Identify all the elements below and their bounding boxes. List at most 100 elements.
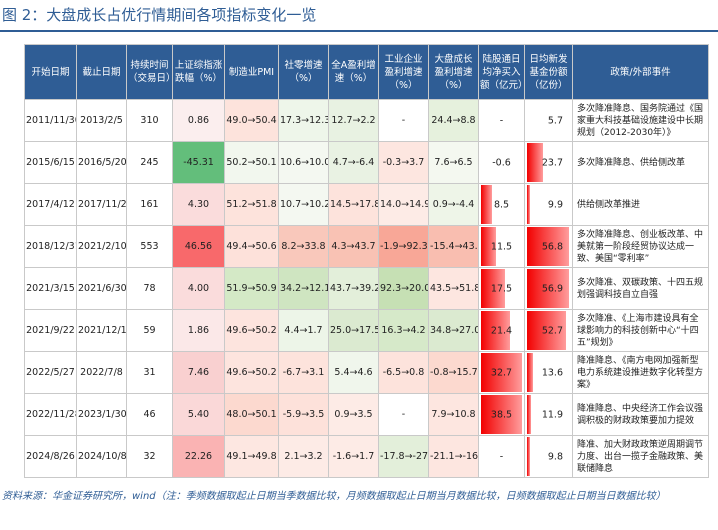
- ind-growth-cell: -: [378, 99, 429, 142]
- northbound-cell: -: [478, 99, 525, 142]
- retail-growth-cell: 17.3→12.3: [278, 99, 329, 142]
- end-date-cell: 2023/1/30: [76, 393, 127, 436]
- end-date-cell: 2021/2/10: [76, 225, 127, 268]
- alla-growth-cell: 43.7→39.2: [328, 267, 379, 310]
- header-days: 持续时间（交易日）: [126, 44, 176, 100]
- pmi-cell: 49.6→50.2: [224, 351, 279, 394]
- start-date-cell: 2024/8/26: [24, 435, 77, 478]
- sh-change-cell: 46.56: [172, 225, 225, 268]
- fund-cell: 5.7: [524, 99, 573, 142]
- pmi-cell: 48.0→50.1: [224, 393, 279, 436]
- ind-growth-cell: -6.5→0.8: [378, 351, 429, 394]
- ind-growth-cell: -0.3→3.7: [378, 141, 429, 184]
- retail-growth-cell: 2.1→3.2: [278, 435, 329, 478]
- ind-growth-cell: -17.8→-27.1: [378, 435, 429, 478]
- fund-cell: 9.9: [524, 183, 573, 226]
- start-date-cell: 2018/12/31: [24, 225, 77, 268]
- fund-cell: 23.7: [524, 141, 573, 184]
- events-cell: 多次降准、双碳政策、十四五规划强调科技自立自强: [572, 267, 709, 310]
- north-value: -0.6: [492, 157, 511, 168]
- fund-value: 9.9: [547, 199, 563, 210]
- large-growth-cell: 24.4→8.8: [428, 99, 479, 142]
- pmi-cell: 50.2→50.1: [224, 141, 279, 184]
- header-start: 开始日期: [24, 44, 77, 100]
- duration-cell: 245: [126, 141, 173, 184]
- table-row: 2017/4/122017/11/221614.3051.2→51.810.7→…: [24, 183, 709, 226]
- pmi-cell: 49.6→50.2: [224, 309, 279, 352]
- chart-title: 图 2：大盘成长占优行情期间各项指标变化一览: [2, 6, 317, 24]
- retail-growth-cell: 34.2→12.1: [278, 267, 329, 310]
- alla-growth-cell: 12.7→2.2: [328, 99, 379, 142]
- northbound-cell: 11.5: [478, 225, 525, 268]
- events-cell: 降准降息、中央经济工作会议强调积极的财政政策要加力提效: [572, 393, 709, 436]
- header-retail: 社零增速（%）: [278, 44, 329, 100]
- end-date-cell: 2021/12/13: [76, 309, 127, 352]
- header-ind: 工业企业盈利增速（%）: [378, 44, 429, 100]
- ind-growth-cell: 16.3→4.2: [378, 309, 429, 352]
- north-bar: [481, 227, 497, 266]
- start-date-cell: 2021/3/15: [24, 267, 77, 310]
- events-cell: 多次降准降息、供给侧改革: [572, 141, 709, 184]
- fund-value: 56.9: [541, 283, 563, 294]
- fund-bar: [527, 311, 566, 350]
- ind-growth-cell: 92.3→20.0: [378, 267, 429, 310]
- fund-bar: [527, 143, 543, 182]
- retail-growth-cell: 4.4→1.7: [278, 309, 329, 352]
- table-row: 2011/11/30 2013/2/5 310 0.86 49.0→50.4 17.3→1…: [24, 99, 709, 142]
- sh-change-cell: 7.46: [172, 351, 225, 394]
- northbound-cell: 21.4: [478, 309, 525, 352]
- retail-growth-cell: 8.2→33.8: [278, 225, 329, 268]
- start-date-cell: 2011/11/30: [24, 99, 77, 142]
- north-bar: [481, 395, 522, 434]
- pmi-cell: 49.0→50.4: [224, 99, 279, 142]
- northbound-cell: 8.5: [478, 183, 525, 226]
- table-row: 2021/9/222021/12/13591.8649.6→50.24.4→1.…: [24, 309, 709, 352]
- north-bar: [481, 311, 511, 350]
- fund-bar: [527, 269, 570, 308]
- alla-growth-cell: -1.6→1.7: [328, 435, 379, 478]
- events-cell: 降准降息、《南方电网加强新型电力系统建设推进数字化转型方案》: [572, 351, 709, 394]
- pmi-cell: 49.1→49.8: [224, 435, 279, 478]
- start-date-cell: 2017/4/12: [24, 183, 77, 226]
- northbound-cell: -: [478, 435, 525, 478]
- north-value: 11.5: [490, 241, 513, 252]
- start-date-cell: 2015/6/15: [24, 141, 77, 184]
- duration-cell: 78: [126, 267, 173, 310]
- fund-cell: 11.9: [524, 393, 573, 436]
- fund-value: 52.7: [541, 325, 563, 336]
- alla-growth-cell: 5.4→4.6: [328, 351, 379, 394]
- north-value: 32.7: [490, 367, 513, 378]
- alla-growth-cell: 4.7→-6.4: [328, 141, 379, 184]
- sh-change-cell: 5.40: [172, 393, 225, 436]
- ind-growth-cell: 14.0→14.9: [378, 183, 429, 226]
- header-sh: 上证综指涨跌幅（%）: [172, 44, 225, 100]
- fund-cell: 9.8: [524, 435, 573, 478]
- ind-growth-cell: -: [378, 393, 429, 436]
- ind-growth-cell: -1.9→92.3: [378, 225, 429, 268]
- sh-change-cell: 22.26: [172, 435, 225, 478]
- pmi-cell: 51.2→51.8: [224, 183, 279, 226]
- table-row: 2021/3/15 2021/6/30 78 4.00 51.9→50.9 34.2→12…: [24, 267, 709, 310]
- fund-value: 56.8: [541, 241, 563, 252]
- header-pmi: 制造业PMI: [224, 44, 279, 100]
- header-north: 陆股通日均净买入额（亿元）: [478, 44, 528, 100]
- large-growth-cell: -21.1→-16.0: [428, 435, 479, 478]
- retail-growth-cell: 10.7→10.2: [278, 183, 329, 226]
- pmi-cell: 51.9→50.9: [224, 267, 279, 310]
- north-bar: [481, 269, 505, 308]
- pmi-cell: 49.4→50.6: [224, 225, 279, 268]
- table-row: 2022/5/27 2022/7/8 31 7.46 49.6→50.2 -6.7→3.1…: [24, 351, 709, 394]
- header-end: 截止日期: [76, 44, 127, 100]
- duration-cell: 32: [126, 435, 173, 478]
- events-cell: 供给侧改革推进: [572, 183, 709, 226]
- northbound-cell: 38.5: [478, 393, 525, 436]
- header-alla: 全A盈利增速（%）: [328, 44, 379, 100]
- north-bar: [481, 185, 492, 224]
- duration-cell: 31: [126, 351, 173, 394]
- northbound-cell: 32.7: [478, 351, 525, 394]
- large-growth-cell: 34.8→27.0: [428, 309, 479, 352]
- end-date-cell: 2013/2/5: [76, 99, 127, 142]
- large-growth-cell: 7.9→10.8: [428, 393, 479, 436]
- north-value: -: [499, 451, 504, 462]
- header-large: 大盘成长盈利增速（%）: [428, 44, 479, 100]
